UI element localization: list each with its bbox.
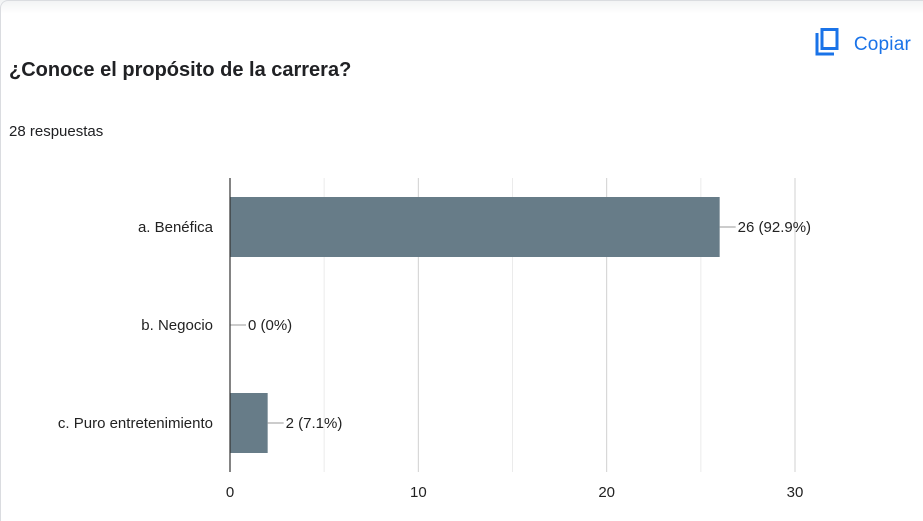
- response-count: 28 respuestas: [9, 123, 104, 140]
- x-tick-label: 10: [410, 484, 427, 501]
- card-top-shadow: [0, 0, 923, 14]
- bar: [230, 197, 720, 257]
- data-label: 26 (92.9%): [738, 219, 811, 236]
- category-label: b. Negocio: [141, 317, 213, 334]
- chart-labels: 0 10 20 30 a. Benéfica 26 (92.9%) b. Negocio 0 …: [58, 178, 811, 501]
- question-title: ¿Conoce el propósito de la carrera?: [9, 59, 352, 81]
- x-tick-label: 20: [598, 484, 615, 501]
- copy-icon: [814, 28, 840, 61]
- x-tick-label: 0: [226, 484, 234, 501]
- chart-bars: [230, 197, 720, 453]
- category-label: a. Benéfica: [138, 219, 214, 236]
- copy-button[interactable]: Copiar: [814, 28, 911, 61]
- data-label: 2 (7.1%): [286, 415, 343, 432]
- bar: [230, 393, 268, 453]
- category-label: c. Puro entretenimiento: [58, 415, 213, 432]
- copy-label: Copiar: [853, 33, 911, 55]
- data-label: 0 (0%): [248, 317, 292, 334]
- x-tick-label: 30: [787, 484, 804, 501]
